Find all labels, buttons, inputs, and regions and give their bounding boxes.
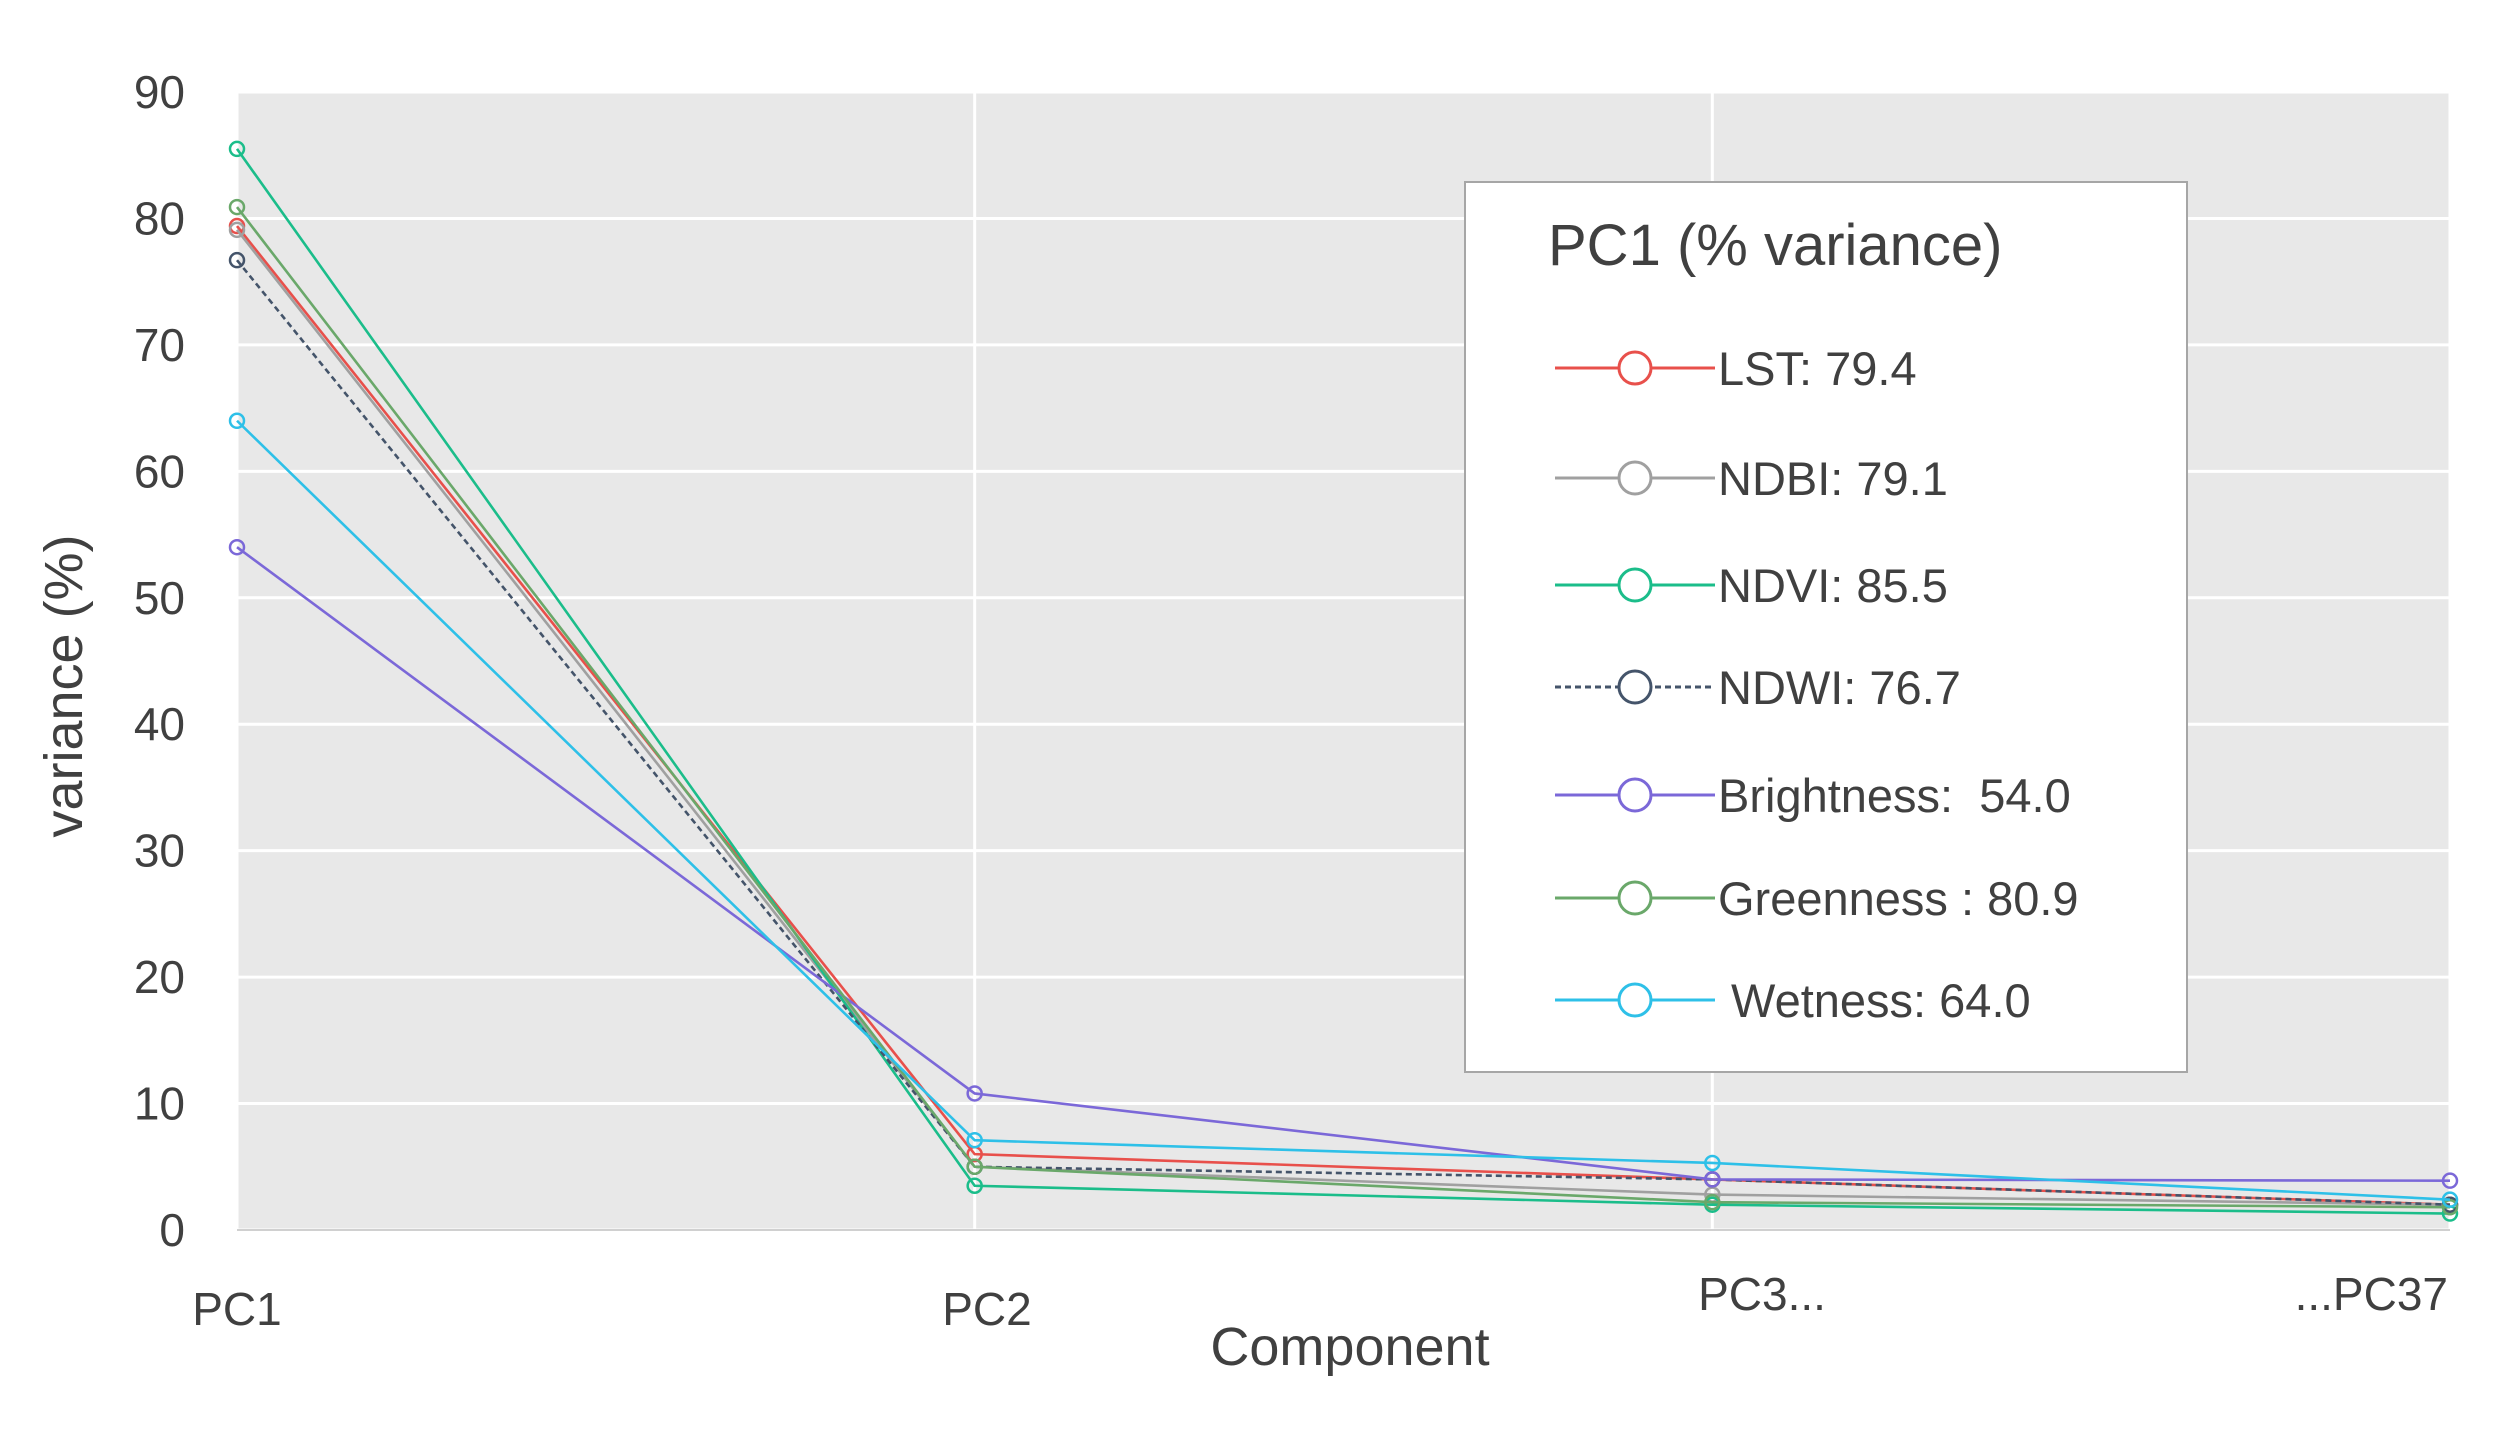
legend-label: Brightness: 54.0 (1718, 769, 2071, 822)
x-tick-label: ...PC37 (2295, 1268, 2448, 1320)
series-line (235, 229, 2451, 1207)
legend-marker-swatch (1617, 669, 1653, 705)
legend-entry-ndbi: NDBI: 79.1 (1555, 452, 1948, 505)
legend-marker-swatch (1617, 880, 1653, 916)
legend-label: NDBI: 79.1 (1718, 452, 1948, 505)
legend-entry-ndvi: NDVI: 85.5 (1555, 559, 1948, 612)
legend-label: LST: 79.4 (1718, 342, 1917, 395)
legend-title: PC1 (% variance) (1548, 213, 2002, 278)
data-point (2441, 1198, 2459, 1216)
legend-entries: LST: 79.4 NDBI: 79.1 NDVI: 85.5 NDWI: 76.7 B… (1555, 342, 2079, 1027)
data-point (228, 251, 246, 269)
data-point (966, 1158, 983, 1176)
y-tick-label: 20 (134, 951, 185, 1003)
y-tick-label: 50 (134, 572, 185, 624)
series-line (235, 148, 2451, 1215)
x-tick-labels: PC1 PC2 PC3... ...PC37 (192, 1268, 2448, 1335)
legend-entry-lst: LST: 79.4 (1555, 342, 1917, 395)
legend-label: NDVI: 85.5 (1718, 559, 1948, 612)
series-line (235, 206, 2451, 1209)
y-tick-label: 10 (134, 1078, 185, 1130)
legend-entry-wetness: Wetness: 64.0 (1555, 974, 2031, 1027)
data-point (966, 1177, 983, 1194)
data-point (228, 198, 246, 216)
data-point (1704, 1154, 1721, 1172)
legend-marker-swatch (1617, 982, 1653, 1018)
legend-marker-swatch (1617, 350, 1653, 386)
legend-marker-swatch (1617, 777, 1653, 813)
series-greenness (228, 198, 2459, 1216)
series-lines (228, 140, 2459, 1222)
legend: PC1 (% variance) LST: 79.4 NDBI: 79.1 NDVI… (1464, 181, 2188, 1073)
legend-entry-greenness: Greenness : 80.9 (1555, 872, 2079, 925)
y-tick-label: 30 (134, 825, 185, 877)
y-axis-title: variance (%) (34, 534, 94, 837)
series-wetness (228, 412, 2459, 1208)
data-point (966, 1085, 983, 1102)
y-tick-label: 0 (159, 1204, 185, 1256)
x-axis-title: Component (1210, 1317, 1489, 1377)
data-point (966, 1131, 983, 1149)
y-tick-label: 90 (134, 66, 185, 118)
data-point (228, 538, 246, 556)
legend-entry-brightness: Brightness: 54.0 (1555, 769, 2071, 822)
data-point (228, 412, 246, 430)
gridlines (235, 90, 2452, 1232)
legend-marker-swatch (1617, 567, 1653, 603)
y-tick-label: 70 (134, 319, 185, 371)
data-point (2441, 1172, 2459, 1189)
legend-label: Greenness : 80.9 (1718, 872, 2079, 925)
y-tick-label: 80 (134, 192, 185, 244)
x-tick-label: PC1 (192, 1283, 281, 1335)
y-tick-label: 60 (134, 445, 185, 497)
data-point (1704, 1193, 1721, 1211)
data-point (228, 221, 246, 239)
y-tick-labels: 0 10 20 30 40 50 60 70 80 90 (134, 66, 185, 1256)
legend-box (1464, 181, 2188, 1073)
legend-label: Wetness: 64.0 (1718, 974, 2031, 1027)
data-point (1704, 1171, 1721, 1188)
y-tick-label: 40 (134, 698, 185, 750)
series-line (235, 259, 2451, 1207)
data-point (2441, 1191, 2459, 1208)
legend-label: NDWI: 76.7 (1718, 661, 1961, 714)
data-point (228, 140, 246, 158)
legend-marker-swatch (1617, 460, 1653, 496)
x-tick-label: PC3... (1698, 1268, 1826, 1320)
x-tick-label: PC2 (942, 1283, 1031, 1335)
series-line (236, 419, 2451, 1201)
legend-entry-ndwi: NDWI: 76.7 (1555, 661, 1961, 714)
